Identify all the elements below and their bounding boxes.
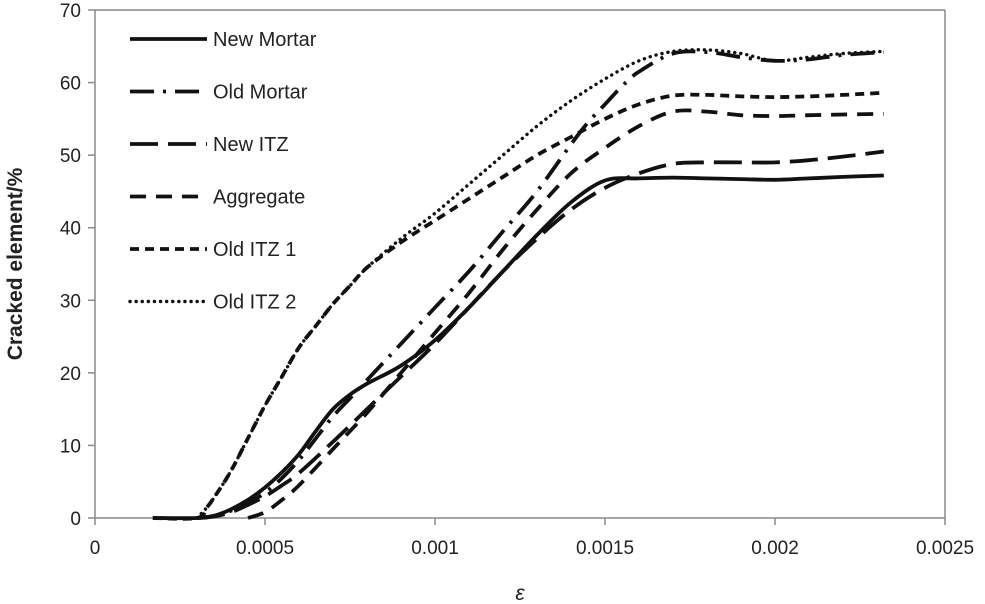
x-axis-ticks: 0 0.0005 0.001 0.0015 0.002 0.0025 [90,518,974,559]
x-tick-label: 0.0015 [576,538,634,559]
legend-label-old-itz-1: Old ITZ 1 [213,239,296,261]
series-line-old-itz-2 [195,48,886,520]
y-tick-label: 40 [60,219,81,240]
y-axis-title: Cracked element/% [4,167,27,360]
legend-label-aggregate: Aggregate [213,187,305,209]
y-axis-ticks: 0 10 20 30 40 50 60 70 [60,1,95,530]
y-tick-label: 30 [60,291,81,312]
legend: New Mortar Old Mortar New ITZ Aggregate Old … [128,29,317,314]
series-line-old-itz-1 [152,90,884,521]
legend-label-old-itz-2: Old ITZ 2 [213,292,296,314]
y-tick-label: 60 [60,74,81,95]
y-tick-label: 50 [60,146,81,167]
x-tick-label: 0.002 [751,538,799,559]
y-tick-label: 0 [70,509,81,530]
y-tick-label: 10 [60,436,81,457]
legend-label-old-mortar: Old Mortar [213,82,308,104]
y-tick-label: 20 [60,364,81,385]
series-line-aggregate [247,108,884,520]
series-line-new-mortar [152,173,884,521]
y-tick-label: 70 [60,1,81,22]
x-tick-label: 0.0025 [916,538,974,559]
x-axis-title: ε [515,582,525,604]
legend-label-new-mortar: New Mortar [213,29,317,51]
plot-area [94,9,946,519]
legend-label-new-itz: New ITZ [213,134,289,156]
x-tick-label: 0.0005 [236,538,294,559]
x-tick-label: 0 [90,538,101,559]
x-tick-label: 0.001 [411,538,459,559]
series-line-old-mortar [196,49,884,520]
series-lines [152,48,886,521]
